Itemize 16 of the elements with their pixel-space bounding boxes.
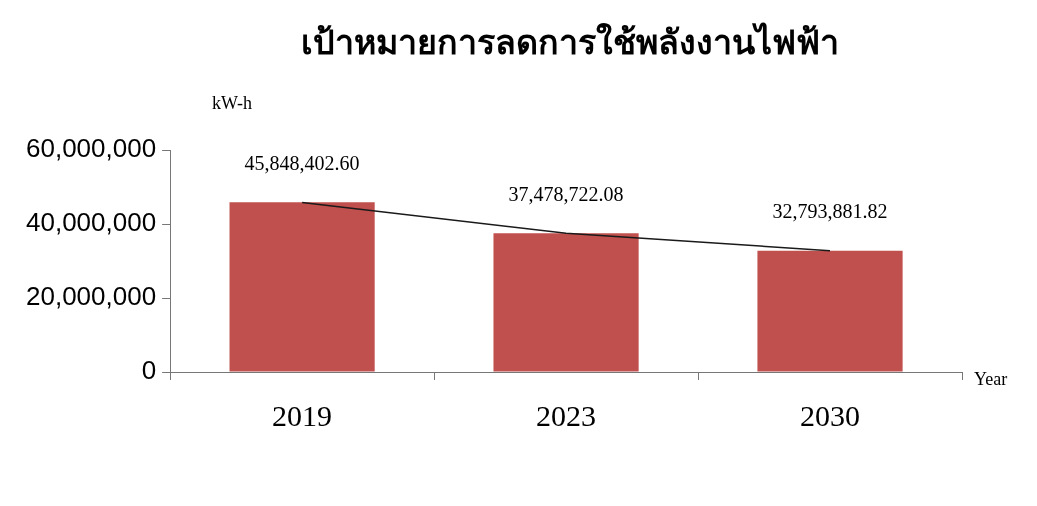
y-tick-label: 40,000,000 bbox=[25, 207, 157, 238]
bar bbox=[757, 250, 903, 372]
chart-title: เป้าหมายการลดการใช้พลังงานไฟฟ้า bbox=[301, 21, 839, 61]
y-tick-label: 60,000,000 bbox=[25, 133, 157, 164]
x-tick-label: 2030 bbox=[800, 398, 861, 432]
y-tick-label: 20,000,000 bbox=[25, 281, 157, 312]
x-tick-label: 2019 bbox=[272, 398, 333, 432]
x-tick-label: 2023 bbox=[536, 398, 597, 432]
data-label: 32,793,881.82 bbox=[772, 199, 888, 222]
y-tick-label: 0 bbox=[141, 355, 157, 386]
data-label: 37,478,722.08 bbox=[508, 182, 624, 205]
y-axis-title: kW-h bbox=[212, 92, 252, 113]
x-axis-title: Year bbox=[974, 368, 1008, 389]
bar bbox=[229, 202, 375, 372]
bar bbox=[493, 233, 639, 372]
data-label: 45,848,402.60 bbox=[244, 151, 360, 174]
